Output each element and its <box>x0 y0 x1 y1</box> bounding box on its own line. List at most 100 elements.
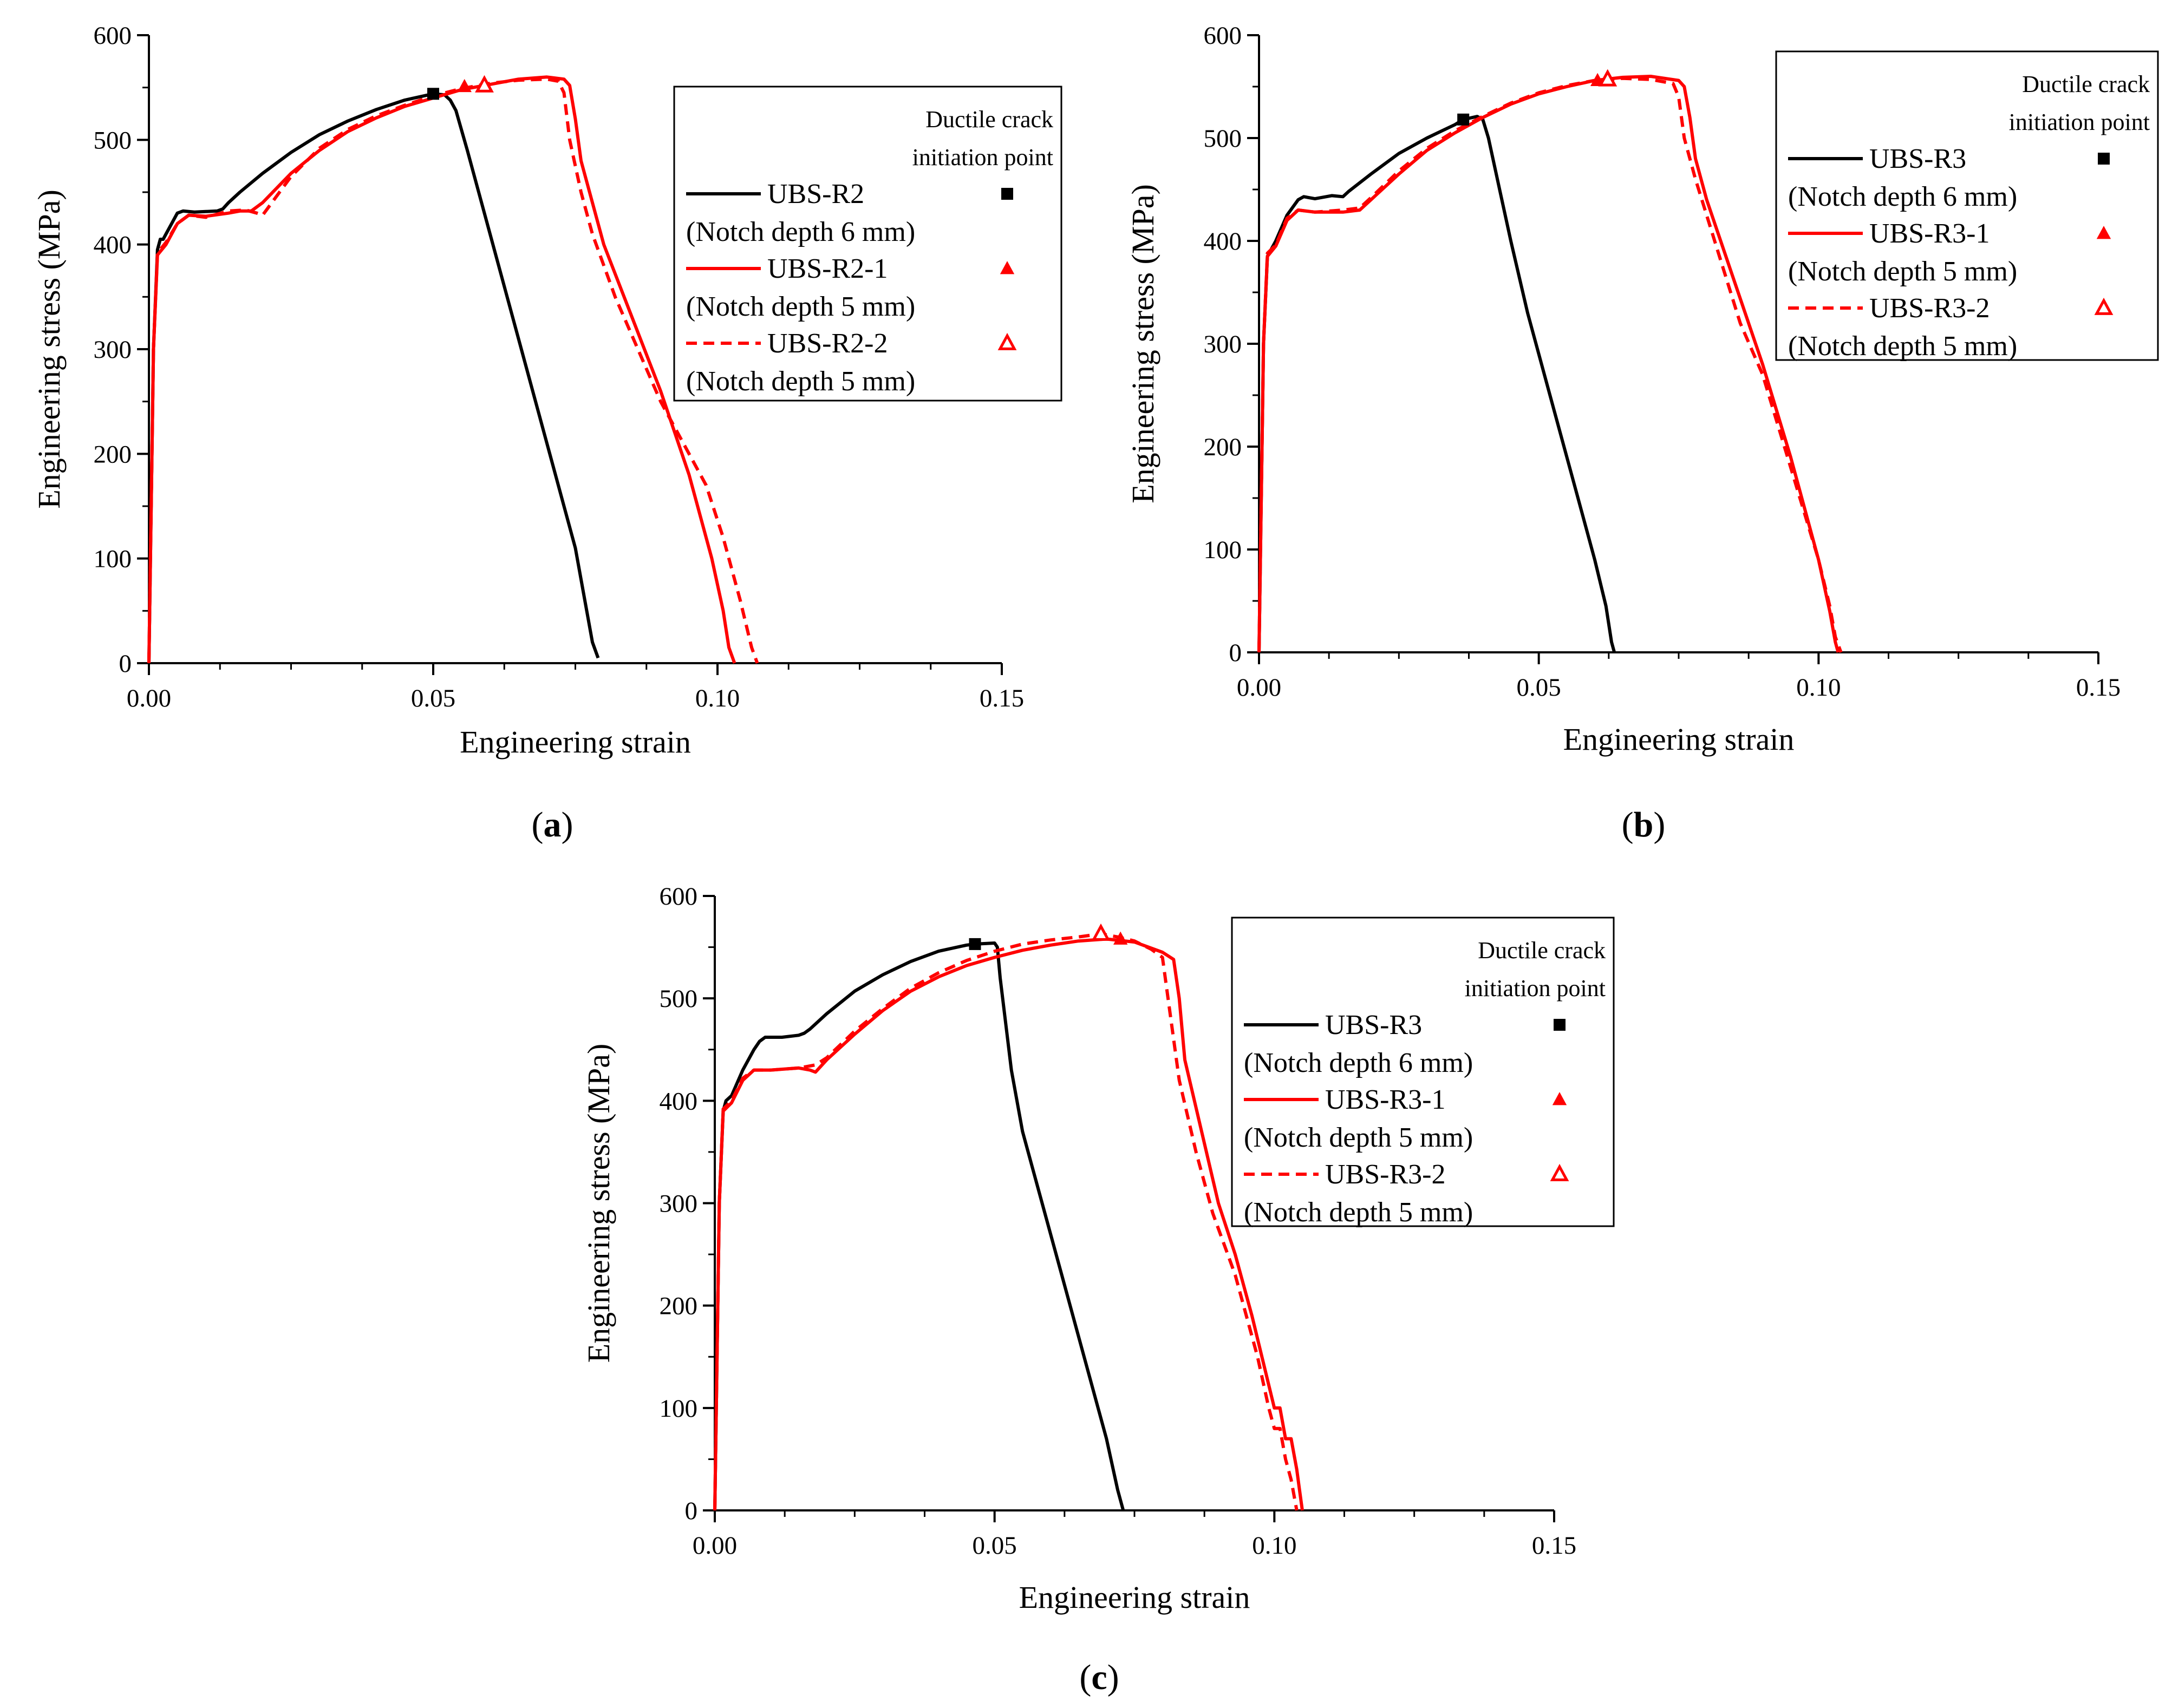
legend-series-note: (Notch depth 6 mm) <box>1788 181 2017 212</box>
legend: Ductile crack initiation point UBS-R3 (Notc… <box>1775 50 2159 362</box>
legend-marker <box>1554 1019 1566 1031</box>
y-tick-label: 400 <box>660 1087 698 1115</box>
crack-marker-ubs-r2 <box>427 88 439 100</box>
x-tick-label: 0.05 <box>411 684 455 712</box>
legend-series-note: (Notch depth 5 mm) <box>686 366 915 397</box>
series-line-ubs-r3 <box>1257 115 1616 653</box>
y-tick-label: 500 <box>94 126 132 154</box>
y-tick-label: 0 <box>685 1497 698 1525</box>
legend-series-name: UBS-R2-1 <box>767 253 888 284</box>
legend: Ductile crack initiation point UBS-R3 (Notc… <box>1231 917 1615 1228</box>
legend-header-line2: initiation point <box>2009 109 2150 135</box>
legend-series-note: (Notch depth 5 mm) <box>1244 1197 1473 1228</box>
legend-series-note: (Notch depth 6 mm) <box>1244 1048 1473 1078</box>
y-tick-label: 400 <box>1204 227 1242 256</box>
panel-label-letter: b <box>1634 805 1654 845</box>
series-line-ubs-r3-1 <box>713 937 1304 1511</box>
x-tick-label: 0.10 <box>695 684 740 712</box>
y-tick-label: 100 <box>1204 536 1242 564</box>
y-tick-label: 500 <box>1204 125 1242 153</box>
legend-series-name: UBS-R3-1 <box>1325 1084 1445 1115</box>
legend: Ductile crack initiation point UBS-R2 (Notc… <box>673 86 1062 402</box>
panel-label-close-paren: ) <box>1653 805 1665 845</box>
legend-box <box>1775 50 2159 361</box>
y-axis-label: Engineering stress (MPa) <box>1125 184 1160 503</box>
legend-marker <box>1550 1163 1569 1181</box>
chart-panel-b: 0.00 0.05 0.10 0.15 0 100 200 300 400 500 600 Engin… <box>1125 22 2159 845</box>
crack-marker-ubs-r3-2 <box>1091 923 1111 941</box>
x-axis-label: Engineering strain <box>460 724 691 760</box>
x-tick-label: 0.10 <box>1796 673 1841 702</box>
legend-series-name: UBS-R3-2 <box>1325 1159 1445 1190</box>
y-axis-label: Engineering stress (MPa) <box>581 1044 616 1363</box>
crack-marker-ubs-r3 <box>1457 113 1470 126</box>
x-tick-label: 0.00 <box>693 1532 737 1560</box>
legend-series-name: UBS-R3 <box>1325 1010 1422 1040</box>
legend-series-name: UBS-R3-1 <box>1869 218 1990 249</box>
y-tick-label: 100 <box>94 545 132 573</box>
x-tick-label: 0.00 <box>127 684 171 712</box>
x-tick-label: 0.05 <box>973 1532 1017 1560</box>
crack-marker-ubs-r2-1 <box>457 78 472 93</box>
series-line-ubs-r3 <box>713 941 1125 1511</box>
legend-header-line1: Ductile crack <box>2022 71 2150 97</box>
legend-series-note: (Notch depth 5 mm) <box>1788 256 2017 287</box>
y-axis-label: Engineering stress (MPa) <box>31 189 67 509</box>
panel-label: (b) <box>1622 805 1666 845</box>
x-tick-label: 0.15 <box>980 684 1024 712</box>
panel-label: (c) <box>1079 1658 1119 1697</box>
legend-series-name: UBS-R3-2 <box>1869 293 1990 324</box>
crack-marker-ubs-r3-2 <box>1598 69 1617 87</box>
panel-label-letter: a <box>544 805 562 845</box>
x-axis-label: Engineering strain <box>1563 722 1795 757</box>
legend-series-note: (Notch depth 5 mm) <box>1788 331 2017 362</box>
legend-series-note: (Notch depth 5 mm) <box>686 291 915 322</box>
x-tick-label: 0.00 <box>1237 673 1281 702</box>
x-tick-label: 0.10 <box>1252 1532 1296 1560</box>
legend-header-line2: initiation point <box>1465 975 1606 1002</box>
y-tick-label: 300 <box>94 336 132 364</box>
legend-marker <box>1001 188 1013 200</box>
y-tick-label: 500 <box>660 985 698 1013</box>
y-tick-label: 600 <box>660 882 698 911</box>
x-tick-label: 0.15 <box>1532 1532 1576 1560</box>
y-tick-label: 0 <box>1229 639 1242 667</box>
legend-series-note: (Notch depth 5 mm) <box>1244 1122 1473 1153</box>
legend-marker <box>2094 297 2114 315</box>
legend-box <box>1231 917 1615 1227</box>
legend-series-name: UBS-R3 <box>1869 143 1966 174</box>
panel-label-close-paren: ) <box>562 805 573 845</box>
chart-panel-c: 0.00 0.05 0.10 0.15 0 100 200 300 400 500 600 Engin… <box>581 882 1615 1697</box>
x-tick-label: 0.15 <box>2076 673 2121 702</box>
y-tick-label: 0 <box>119 650 132 678</box>
legend-marker <box>1552 1092 1567 1105</box>
panel-label-close-paren: ) <box>1107 1658 1119 1697</box>
x-tick-label: 0.05 <box>1517 673 1561 702</box>
legend-series-name: UBS-R2 <box>767 179 864 210</box>
series-line-ubs-r2-2 <box>147 77 759 664</box>
legend-header-line2: initiation point <box>912 144 1053 171</box>
chart-panel-a: 0.00 0.05 0.10 0.15 0 100 200 300 400 500 600 Engin… <box>31 22 1062 845</box>
x-axis-label: Engineering strain <box>1019 1580 1250 1615</box>
legend-series-note: (Notch depth 6 mm) <box>686 217 915 247</box>
y-tick-label: 400 <box>94 231 132 259</box>
y-tick-label: 300 <box>1204 330 1242 358</box>
legend-marker <box>1000 261 1015 274</box>
y-tick-label: 600 <box>94 22 132 50</box>
legend-marker <box>997 332 1017 350</box>
crack-marker-ubs-r3 <box>969 938 981 950</box>
panel-label-letter: c <box>1091 1658 1107 1697</box>
legend-marker <box>2096 226 2111 239</box>
panel-label-open-paren: ( <box>1079 1658 1091 1697</box>
legend-box <box>673 86 1062 402</box>
y-tick-label: 100 <box>660 1395 698 1423</box>
legend-marker <box>2098 153 2110 165</box>
panel-label-open-paren: ( <box>532 805 544 845</box>
y-tick-label: 600 <box>1204 22 1242 50</box>
crack-marker-ubs-r2-2 <box>475 75 494 93</box>
series-line-ubs-r3-2 <box>1257 76 1843 653</box>
series-line-ubs-r3-1 <box>1257 75 1840 653</box>
y-tick-label: 200 <box>1204 433 1242 461</box>
legend-series-name: UBS-R2-2 <box>767 328 888 359</box>
y-tick-label: 200 <box>660 1292 698 1320</box>
